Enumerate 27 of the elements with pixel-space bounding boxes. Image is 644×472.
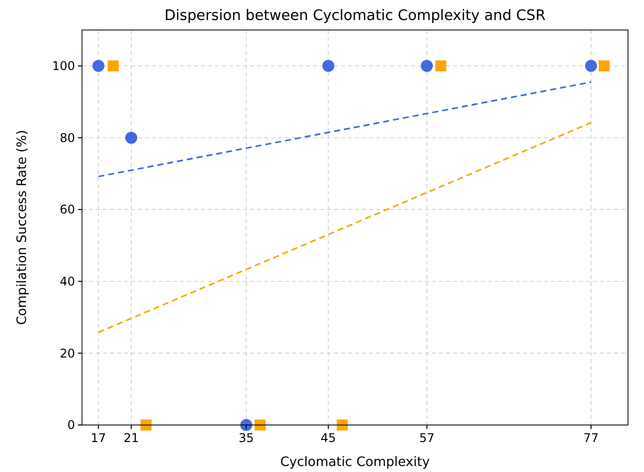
- point: [108, 60, 119, 72]
- y-tick-label: 100: [52, 59, 75, 74]
- x-tick-label: 35: [238, 431, 254, 445]
- point: [322, 60, 334, 72]
- point: [125, 132, 138, 144]
- point: [254, 420, 266, 430]
- point: [435, 60, 446, 72]
- x-axis-title: Cyclomatic Complexity: [280, 455, 430, 470]
- point: [92, 60, 104, 72]
- chart-title: Dispersion between Cyclomatic Complexity and CSR: [164, 8, 546, 24]
- y-tick-label: 80: [60, 130, 75, 145]
- point: [140, 420, 152, 430]
- x-tick-label: 77: [583, 431, 599, 445]
- y-tick-label: 0: [67, 418, 75, 432]
- x-tick-label: 45: [320, 431, 336, 445]
- y-tick-label: 20: [60, 346, 75, 360]
- point: [336, 420, 348, 430]
- point: [420, 60, 433, 72]
- point: [598, 60, 610, 72]
- point: [240, 419, 252, 431]
- x-tick-label: 21: [124, 431, 139, 445]
- y-tick-label: 40: [60, 274, 75, 289]
- y-tick-label: 60: [60, 202, 75, 217]
- x-tick-label: 57: [419, 431, 434, 445]
- y-axis-title: Compilation Success Rate (%): [15, 130, 30, 326]
- x-tick-label: 17: [90, 431, 106, 445]
- point: [585, 60, 598, 72]
